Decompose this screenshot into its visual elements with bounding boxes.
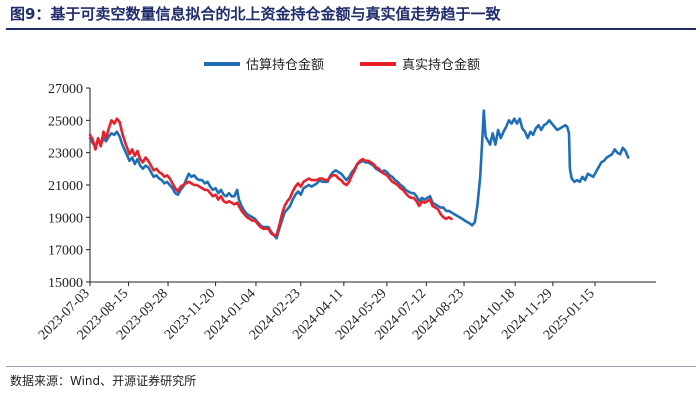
title-rule	[6, 28, 696, 30]
source-rule	[6, 366, 696, 367]
legend-label-estimate: 估算持仓金额	[246, 57, 324, 73]
series-line-estimate	[88, 109, 630, 240]
series-line-actual	[88, 117, 453, 237]
line-chart: 估算持仓金额 真实持仓金额 15000 17000 19000 21000 23000 2…	[36, 57, 656, 343]
chart-title: 图9：基于可卖空数量信息拟合的北上资金持仓金额与真实值走势趋于一致	[10, 5, 501, 23]
legend: 估算持仓金额 真实持仓金额	[204, 57, 480, 73]
series-group	[88, 109, 630, 240]
x-ticks: 2023-07-032023-08-152023-09-282023-11-20…	[36, 282, 598, 343]
y-ticks: 15000 17000 19000 21000 23000 25000 27000	[48, 82, 90, 291]
source-note: 数据来源：Wind、开源证券研究所	[10, 374, 197, 388]
y-tick-label: 25000	[48, 114, 83, 129]
y-tick-label: 15000	[48, 276, 83, 291]
y-tick-label: 27000	[48, 82, 83, 97]
legend-label-actual: 真实持仓金额	[402, 57, 480, 73]
y-tick-label: 17000	[48, 244, 83, 259]
y-tick-label: 23000	[48, 147, 83, 162]
y-tick-label: 21000	[48, 179, 83, 194]
y-tick-label: 19000	[48, 211, 83, 226]
